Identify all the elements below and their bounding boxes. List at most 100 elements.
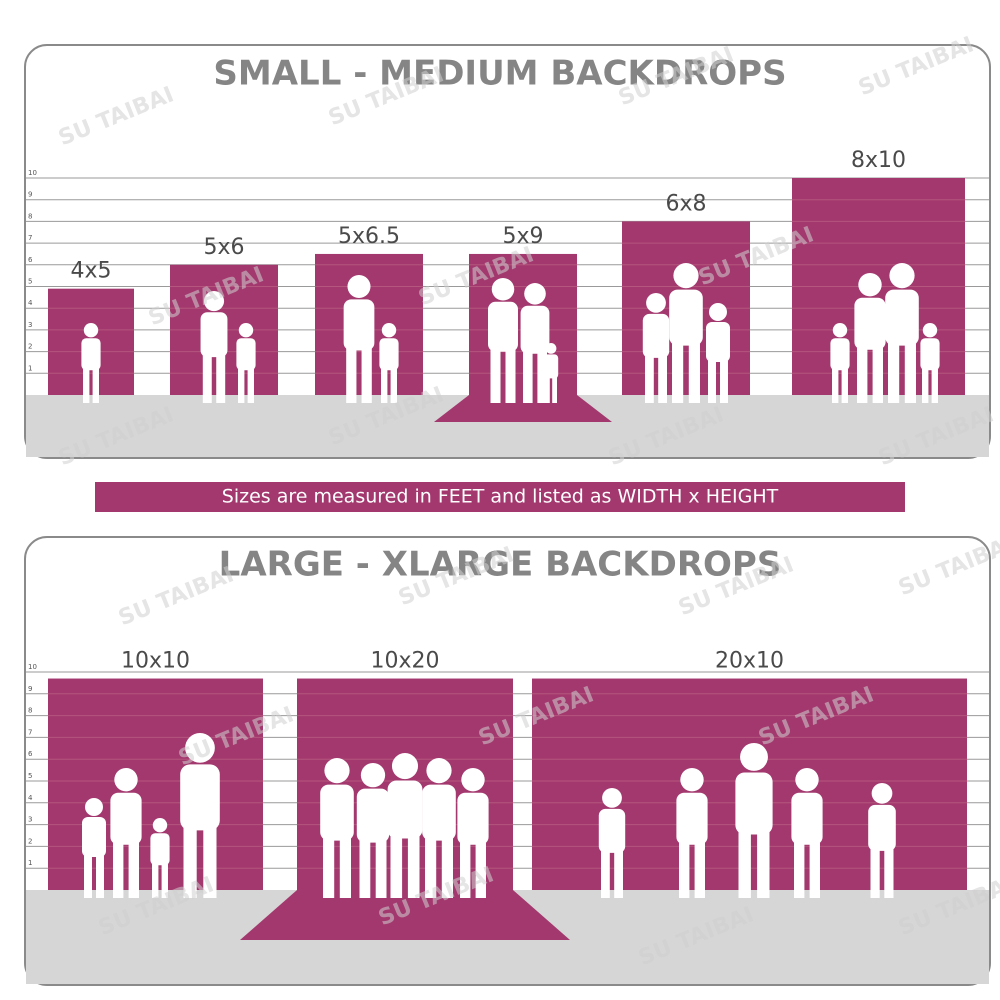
leg bbox=[884, 846, 894, 898]
backdrop-label: 4x5 bbox=[70, 259, 111, 284]
scale-label: 5 bbox=[28, 278, 32, 286]
body bbox=[150, 833, 170, 866]
leg bbox=[505, 346, 516, 403]
silhouette bbox=[379, 323, 399, 403]
leg bbox=[361, 345, 372, 403]
silhouette bbox=[520, 283, 550, 403]
leg bbox=[658, 353, 667, 403]
body bbox=[379, 338, 399, 371]
panel-title: SMALL - MEDIUM BACKDROPS bbox=[213, 54, 786, 94]
backdrop-label: 10x20 bbox=[370, 649, 439, 674]
head bbox=[185, 733, 215, 763]
leg bbox=[441, 835, 453, 898]
head bbox=[795, 768, 819, 792]
body bbox=[854, 297, 886, 350]
body bbox=[343, 299, 375, 351]
silhouette bbox=[356, 763, 390, 898]
leg bbox=[152, 862, 159, 898]
head bbox=[203, 291, 225, 312]
body bbox=[200, 312, 228, 358]
head bbox=[391, 753, 419, 780]
silhouette bbox=[150, 818, 170, 898]
head bbox=[545, 343, 557, 354]
body bbox=[180, 764, 220, 831]
leg bbox=[614, 848, 623, 898]
scale-label: 9 bbox=[28, 685, 32, 693]
silhouette bbox=[920, 323, 940, 403]
scale-label: 2 bbox=[28, 343, 32, 351]
head bbox=[491, 278, 515, 301]
backdrop-label: 8x10 bbox=[851, 148, 906, 173]
leg bbox=[460, 839, 471, 898]
leg bbox=[552, 376, 557, 403]
scale-label: 2 bbox=[28, 837, 32, 845]
floor-carpet bbox=[434, 395, 612, 422]
leg bbox=[339, 835, 351, 898]
leg bbox=[84, 853, 92, 898]
scale-label: 9 bbox=[28, 191, 32, 199]
note-banner bbox=[95, 482, 905, 512]
silhouette bbox=[343, 275, 375, 403]
scale-label: 1 bbox=[28, 364, 32, 372]
head bbox=[461, 768, 485, 792]
scale-label: 4 bbox=[28, 794, 33, 802]
head bbox=[347, 275, 371, 299]
backdrop-label: 5x6.5 bbox=[338, 224, 400, 249]
leg bbox=[83, 367, 90, 403]
panel-title: LARGE - XLARGE BACKDROPS bbox=[219, 545, 782, 585]
backdrop-label: 5x9 bbox=[502, 224, 543, 249]
silhouette bbox=[543, 343, 559, 403]
backdrop-label: 6x8 bbox=[665, 191, 706, 216]
leg bbox=[390, 832, 403, 898]
leg bbox=[216, 352, 226, 403]
silhouette bbox=[830, 323, 850, 403]
leg bbox=[161, 862, 168, 898]
leg bbox=[183, 823, 197, 898]
silhouette bbox=[110, 768, 142, 898]
body bbox=[706, 322, 730, 362]
floor-carpet bbox=[240, 890, 570, 940]
silhouette bbox=[200, 291, 228, 403]
head bbox=[673, 263, 699, 289]
leg bbox=[523, 349, 533, 403]
leg bbox=[794, 839, 805, 898]
leg bbox=[857, 344, 868, 403]
head bbox=[602, 788, 622, 808]
head bbox=[360, 763, 386, 788]
body bbox=[543, 354, 559, 379]
body bbox=[422, 784, 456, 841]
scale-label: 5 bbox=[28, 772, 32, 780]
backdrop-label: 5x6 bbox=[203, 235, 244, 260]
body bbox=[356, 788, 390, 843]
leg bbox=[841, 367, 848, 403]
leg bbox=[672, 340, 684, 403]
head bbox=[709, 303, 727, 321]
leg bbox=[96, 853, 104, 898]
scale-label: 10 bbox=[28, 663, 37, 671]
head bbox=[152, 818, 168, 833]
leg bbox=[247, 367, 254, 403]
silhouette bbox=[82, 798, 106, 898]
body bbox=[110, 792, 142, 845]
head bbox=[524, 283, 546, 305]
silhouette bbox=[236, 323, 256, 403]
silhouette bbox=[598, 788, 626, 898]
body bbox=[520, 305, 550, 354]
silhouette bbox=[735, 743, 773, 898]
scale-label: 6 bbox=[28, 256, 33, 264]
head bbox=[922, 323, 938, 338]
leg bbox=[931, 367, 938, 403]
leg bbox=[832, 367, 839, 403]
leg bbox=[202, 352, 212, 403]
leg bbox=[425, 835, 437, 898]
head bbox=[832, 323, 848, 338]
silhouette bbox=[676, 768, 708, 898]
leg bbox=[92, 367, 99, 403]
body bbox=[320, 784, 354, 841]
leg bbox=[870, 846, 880, 898]
leg bbox=[545, 376, 550, 403]
leg bbox=[904, 340, 916, 403]
scale-label: 1 bbox=[28, 859, 32, 867]
body bbox=[830, 338, 850, 371]
head bbox=[871, 783, 893, 804]
